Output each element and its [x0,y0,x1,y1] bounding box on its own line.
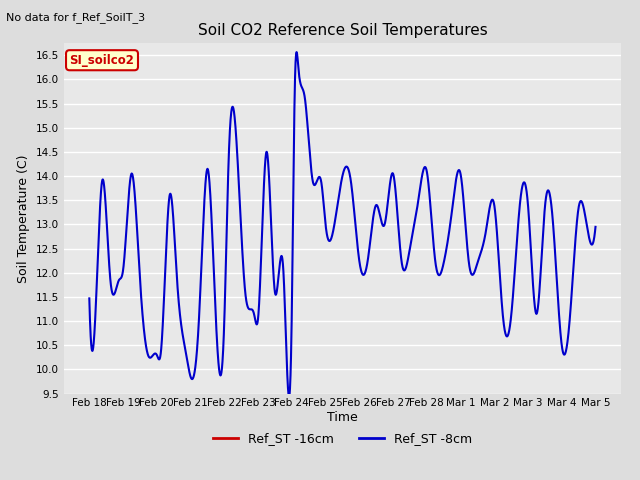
Legend: Ref_ST -16cm, Ref_ST -8cm: Ref_ST -16cm, Ref_ST -8cm [208,427,477,450]
Title: Soil CO2 Reference Soil Temperatures: Soil CO2 Reference Soil Temperatures [198,23,487,38]
X-axis label: Time: Time [327,411,358,424]
Text: SI_soilco2: SI_soilco2 [70,54,134,67]
Y-axis label: Soil Temperature (C): Soil Temperature (C) [17,154,30,283]
Text: No data for f_Ref_SoilT_3: No data for f_Ref_SoilT_3 [6,12,145,23]
